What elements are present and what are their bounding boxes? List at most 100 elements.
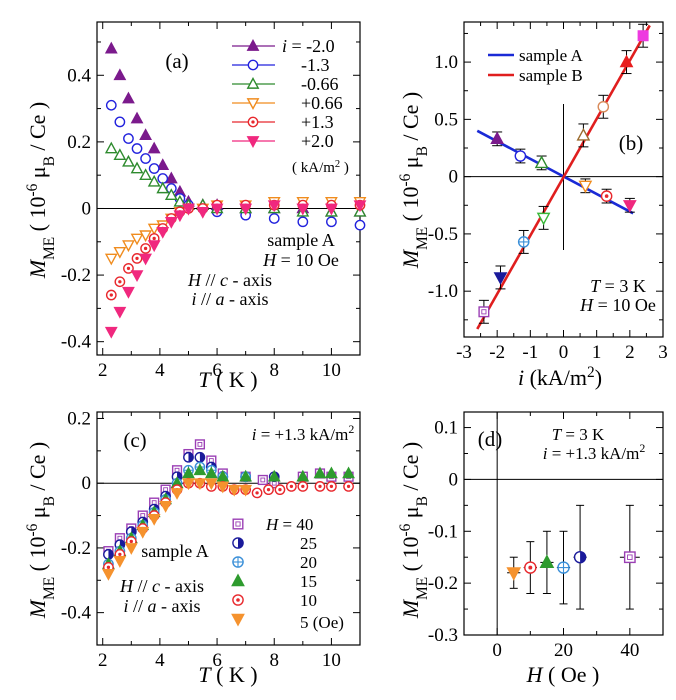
text-part: = 3 K (600, 276, 646, 296)
plot-frame (96, 21, 361, 356)
legend-label: 5 (Oe) (300, 613, 344, 632)
panel-label: (b) (619, 131, 644, 155)
y-tick-label: 0.4 (67, 65, 91, 86)
annotation: sample A (267, 230, 335, 250)
text-part: ME (41, 577, 58, 600)
x-tick-label: 4 (155, 650, 165, 671)
data-point (216, 481, 230, 494)
text-part: ( 10 (398, 187, 423, 227)
data-point-dot (118, 552, 122, 557)
data-point (113, 148, 127, 161)
text-part: ( K ) (211, 662, 258, 687)
y-tick-label: -1.0 (428, 281, 458, 302)
y-tick-label: 0 (82, 198, 92, 219)
data-point (156, 226, 170, 239)
text-part: / Ce ) (398, 92, 423, 146)
data-point (139, 168, 152, 181)
data-point (140, 153, 151, 164)
text-part: T (198, 662, 212, 687)
annotation: i = +1.3 kA/m2 (543, 441, 646, 463)
data-point (325, 203, 338, 216)
data-point (227, 484, 241, 497)
legend-label: -0.66 (301, 74, 339, 94)
data-point-dot (126, 266, 131, 271)
data-point (147, 223, 161, 236)
text-part: i (252, 425, 257, 444)
text-part: i (518, 365, 524, 390)
text-part: -6 (24, 523, 41, 536)
data-point (353, 200, 367, 213)
data-point (637, 30, 649, 42)
data-point (268, 213, 280, 224)
data-point (196, 206, 210, 219)
data-point-dot (329, 484, 334, 489)
plot-frame (96, 411, 361, 646)
legend-marker (246, 39, 260, 51)
data-point (170, 488, 184, 500)
annotation: i = +1.3 kA/m2 (252, 422, 355, 444)
y-axis-label: MME ( 10-6 μB / Ce ) (397, 92, 431, 270)
annotation: H // c - axis (187, 270, 272, 290)
series-points (506, 504, 640, 610)
text-part: ) (340, 160, 349, 176)
panel-a: 2 4 6 8 10 -0.4 -0.2 0 0.2 0.4 i = -2.0-1.3-0.66+0… (24, 21, 367, 392)
data-point (173, 210, 187, 223)
text-part: M (398, 598, 423, 619)
y-tick-label: -0.2 (61, 538, 91, 559)
legend-marker (246, 136, 260, 148)
text-part: ME (414, 577, 431, 600)
series-6 (104, 200, 367, 339)
text-part: -6 (24, 183, 41, 196)
data-point-inner (260, 477, 266, 483)
text-part: (kA/m (524, 365, 587, 390)
data-point-half (108, 549, 114, 560)
text-part: ( Oe ) (543, 662, 600, 687)
fit-line (476, 24, 651, 330)
legend-label: 20 (300, 553, 317, 572)
text-part: H (262, 250, 277, 270)
text-part: / Ce ) (25, 102, 50, 156)
data-point (326, 216, 337, 228)
text-part: c (152, 576, 160, 596)
data-point (239, 203, 253, 216)
data-point (113, 246, 127, 259)
annotation: H // c - axis (119, 576, 204, 596)
y-tick-label: -0.4 (61, 603, 92, 624)
data-point (239, 484, 253, 497)
text-part: ( kA/m (292, 160, 335, 176)
text-part: 2 (587, 364, 595, 381)
data-point-dot (346, 484, 351, 489)
x-tick-label: 2 (625, 342, 635, 363)
text-part: T (590, 276, 602, 296)
data-point (148, 163, 160, 174)
text-part: 2 (639, 441, 645, 455)
data-point (534, 155, 549, 169)
text-part: ME (41, 237, 58, 260)
text-part: - axis (157, 596, 201, 616)
y-axis-label: MME ( 10-6 μB / Ce ) (24, 442, 58, 620)
text-part: a (216, 289, 225, 309)
x-tick-label: 1 (592, 342, 602, 363)
x-tick-label: 6 (212, 650, 222, 671)
x-axis-label: T ( K ) (198, 662, 257, 687)
data-point (204, 478, 218, 491)
data-point (147, 141, 161, 154)
data-point (576, 127, 591, 141)
text-part: = 40 (278, 515, 313, 534)
data-point (102, 568, 115, 581)
data-point (130, 161, 144, 174)
data-point (478, 306, 490, 318)
data-point (136, 526, 150, 539)
x-tick-label: 40 (620, 640, 639, 661)
data-point (104, 141, 118, 154)
text-part: c (220, 270, 228, 290)
x-axis-label: T ( K ) (198, 367, 257, 392)
text-part: ( K ) (211, 367, 258, 392)
data-point (139, 230, 152, 243)
data-point (342, 466, 355, 479)
text-part: // (197, 289, 216, 309)
data-point (257, 474, 268, 486)
text-part: - axis (228, 270, 272, 290)
text-part: 5 (300, 613, 309, 632)
